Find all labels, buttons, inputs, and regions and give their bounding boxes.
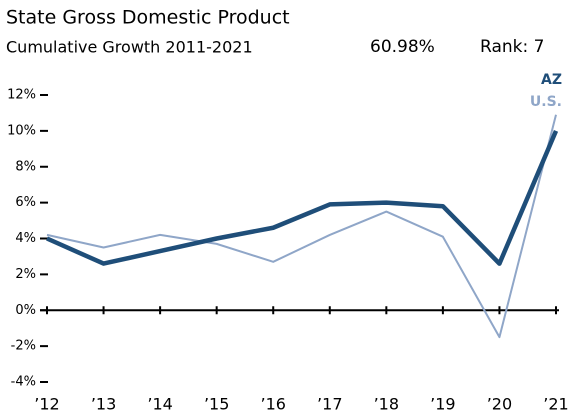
legend-label: U.S. <box>530 94 562 110</box>
x-tick-label: ’20 <box>487 395 512 414</box>
x-tick-label: ’14 <box>147 395 172 414</box>
x-tick-label: ’19 <box>430 395 455 414</box>
chart-title: State Gross Domestic Product <box>6 7 290 29</box>
y-tick-label: 6% <box>15 195 36 210</box>
y-tick-label: 4% <box>15 231 36 246</box>
y-tick-label: 8% <box>15 159 36 174</box>
growth-value: 60.98% <box>370 37 435 57</box>
x-tick-label: ’15 <box>204 395 229 414</box>
x-tick-label: ’16 <box>260 395 285 414</box>
x-tick-label: ’18 <box>374 395 399 414</box>
x-tick-label: ’12 <box>34 395 59 414</box>
rank-value: Rank: 7 <box>480 37 544 57</box>
legend-label: AZ <box>541 72 562 88</box>
x-tick-label: ’17 <box>317 395 342 414</box>
series-line <box>46 129 559 266</box>
y-tick-label: 0% <box>15 303 36 318</box>
x-tick-label: ’13 <box>91 395 116 414</box>
y-tick-label: 2% <box>15 267 36 282</box>
y-tick-label: 10% <box>7 123 36 138</box>
chart-subtitle: Cumulative Growth 2011-2021 <box>6 38 253 57</box>
x-tick-label: ’21 <box>543 395 568 414</box>
series-line <box>46 114 557 339</box>
y-tick-label: -2% <box>11 339 36 354</box>
y-tick-label: 12% <box>7 88 36 103</box>
y-tick-label: -4% <box>11 375 36 390</box>
